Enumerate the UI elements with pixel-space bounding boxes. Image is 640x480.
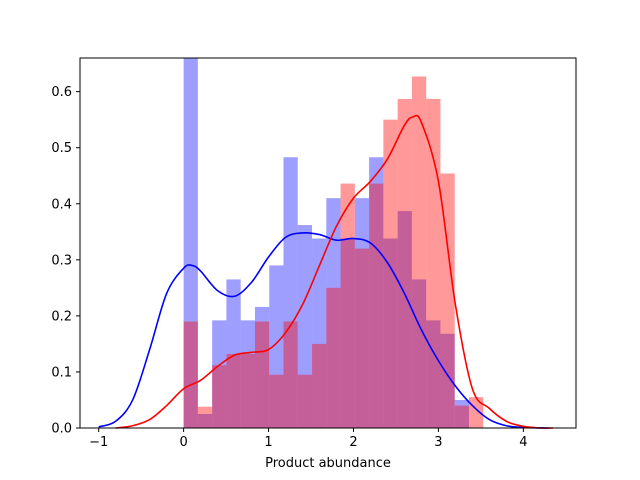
hist-bar-red — [297, 374, 313, 428]
hist-bar-blue — [354, 198, 370, 428]
hist-bar-red — [312, 343, 327, 428]
y-axis-ticks: 0.0 0.1 0.2 0.3 0.4 0.5 0.6 — [51, 85, 80, 437]
y-tick-label: 0.1 — [51, 365, 72, 380]
hist-bar-red — [354, 248, 370, 428]
x-tick-label: 3 — [434, 435, 442, 450]
hist-bar-red — [226, 354, 241, 428]
x-tick-label: 2 — [349, 435, 357, 450]
hist-bar-red — [411, 76, 427, 428]
y-tick-label: 0.4 — [51, 197, 72, 212]
hist-bar-blue — [283, 157, 298, 428]
hist-bar-red — [283, 321, 298, 428]
hist-bar-blue — [326, 198, 341, 428]
hist-bar-blue — [269, 265, 284, 428]
hist-bar-red — [397, 98, 412, 428]
hist-bar-red — [197, 406, 213, 428]
hist-bar-blue — [226, 279, 241, 428]
y-tick-label: 0.5 — [51, 141, 72, 156]
hist-bar-red — [212, 365, 227, 428]
kde-curves — [98, 114, 554, 429]
hist-bar-red — [269, 374, 284, 428]
hist-bar-blue — [212, 320, 227, 428]
hist-bar-blue — [383, 238, 398, 428]
hist-bar-red — [254, 321, 270, 428]
histogram-bars — [183, 58, 484, 429]
hist-bar-blue — [454, 399, 469, 428]
x-tick-label: 4 — [519, 435, 527, 450]
x-tick-label: −1 — [89, 435, 108, 450]
hist-bar-blue — [297, 225, 313, 428]
plot-area-frame — [79, 57, 577, 429]
hist-bar-red — [440, 173, 455, 428]
y-tick-label: 0.6 — [51, 85, 72, 100]
hist-bar-red — [426, 98, 441, 428]
y-tick-label: 0.2 — [51, 309, 72, 324]
hist-bar-blue — [197, 413, 213, 428]
hist-bar-blue — [397, 211, 412, 428]
kde-line-blue — [98, 231, 549, 429]
hist-bar-red — [340, 183, 355, 428]
x-axis-ticks: −1 0 1 2 3 4 — [89, 428, 527, 450]
kde-line-red — [115, 114, 554, 429]
hist-bar-blue — [440, 333, 455, 428]
hist-bar-red — [383, 119, 398, 429]
hist-bar-red — [326, 287, 341, 428]
hist-bar-red — [454, 405, 469, 428]
hist-bar-blue — [254, 306, 270, 428]
hist-bar-red — [369, 183, 384, 428]
x-tick-label: 0 — [179, 435, 187, 450]
hist-bar-blue — [240, 320, 255, 428]
x-axis-label: Product abundance — [265, 456, 391, 471]
y-tick-label: 0.3 — [51, 253, 72, 268]
hist-bar-red — [240, 354, 255, 428]
hist-bar-blue — [312, 238, 327, 428]
hist-bar-blue — [369, 157, 384, 428]
y-tick-label: 0.0 — [51, 422, 72, 437]
x-tick-label: 1 — [264, 435, 272, 450]
hist-bar-red — [183, 321, 198, 428]
hist-bar-blue — [340, 238, 355, 428]
hist-bar-blue — [183, 58, 198, 428]
